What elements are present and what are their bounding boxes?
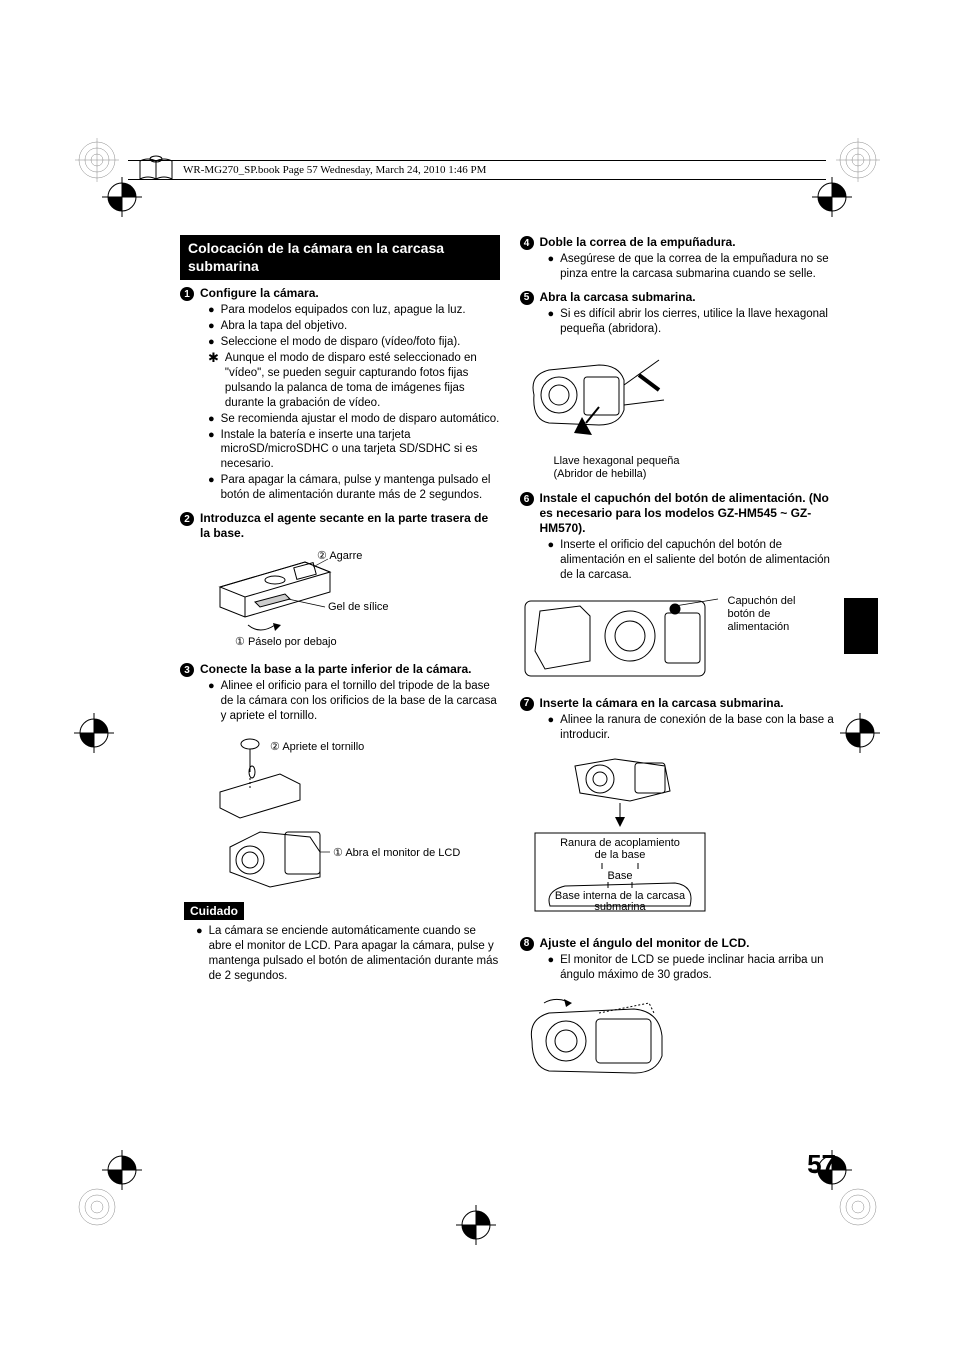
bullet-text: Abra la tapa del objetivo. [221, 319, 348, 334]
step-number-icon: 7 [520, 697, 534, 711]
figure-2: ② Agarre Gel de sílice ① Páselo por deba… [200, 547, 500, 652]
registration-mark [74, 713, 114, 753]
step-title: Configure la cámara. [200, 286, 319, 301]
side-tab [844, 598, 878, 654]
step-title: Conecte la base a la parte inferior de l… [200, 662, 471, 677]
page-header: WR-MG270_SP.book Page 57 Wednesday, Marc… [128, 160, 826, 180]
step-4: 4 Doble la correa de la empuñadura. [520, 235, 840, 250]
step-title: Introduzca el agente secante en la parte… [200, 511, 500, 541]
step-title: Inserte la cámara en la carcasa submarin… [540, 696, 784, 711]
bullet-text: Para apagar la cámara, pulse y mantenga … [221, 473, 500, 503]
book-icon [138, 155, 174, 185]
bullet-text: Aunque el modo de disparo esté seleccion… [225, 351, 500, 411]
bullet-text: Alinee el orificio para el tornillo del … [221, 679, 500, 724]
caution-label: Cuidado [184, 902, 244, 920]
step-title: Ajuste el ángulo del monitor de LCD. [540, 936, 750, 951]
step-number-icon: 3 [180, 663, 194, 677]
step-number-icon: 6 [520, 492, 534, 506]
bullet-text: Se recomienda ajustar el modo de disparo… [221, 412, 500, 427]
page-content: Colocación de la cámara en la carcasa su… [180, 235, 839, 1170]
figure-8 [524, 991, 840, 1081]
page-number: 57 [807, 1149, 836, 1180]
step-title: Instale el capuchón del botón de aliment… [540, 491, 840, 536]
bullet-text: Inserte el orificio del capuchón del bot… [560, 538, 839, 583]
registration-mark [102, 1150, 142, 1190]
svg-text:Ranura de acoplamiento: Ranura de acoplamiento [560, 837, 680, 849]
step-number-icon: 2 [180, 512, 194, 526]
step-3: 3 Conecte la base a la parte inferior de… [180, 662, 500, 677]
step-6: 6 Instale el capuchón del botón de alime… [520, 491, 840, 536]
caution-box: Cuidado ● La cámara se enciende automáti… [180, 902, 500, 984]
step-title: Doble la correa de la empuñadura. [540, 235, 736, 250]
column-left: Colocación de la cámara en la carcasa su… [180, 235, 500, 1170]
step-number-icon: 1 [180, 287, 194, 301]
step-number-icon: 5 [520, 291, 534, 305]
svg-text:Gel de sílice: Gel de sílice [328, 601, 389, 613]
svg-text:② Agarre: ② Agarre [317, 550, 362, 562]
figure-6: Capuchón del botón de alimentación [520, 591, 840, 686]
figure-5: Llave hexagonal pequeña (Abridor de hebi… [524, 345, 840, 481]
step-1-bullets: ●Para modelos equipados con luz, apague … [208, 303, 500, 503]
registration-mark [840, 713, 880, 753]
bullet-text: Si es difícil abrir los cierres, utilice… [560, 307, 839, 337]
registration-mark [102, 177, 142, 217]
caution-text: ● La cámara se enciende automáticamente … [196, 924, 500, 984]
step-2: 2 Introduzca el agente secante en la par… [180, 511, 500, 541]
figure-7: Ranura de acoplamiento de la base Base B… [520, 751, 840, 926]
step-number-icon: 8 [520, 937, 534, 951]
step-5: 5 Abra la carcasa submarina. [520, 290, 840, 305]
registration-mark [836, 1185, 881, 1230]
step-1: 1 Configure la cámara. [180, 286, 500, 301]
svg-text:② Apriete el tornillo: ② Apriete el tornillo [270, 741, 364, 753]
svg-text:submarina: submarina [594, 901, 646, 913]
bullet-text: Instale la batería e inserte una tarjeta… [221, 428, 500, 473]
step-3-bullets: ●Alinee el orificio para el tornillo del… [208, 679, 500, 724]
step-number-icon: 4 [520, 236, 534, 250]
section-title: Colocación de la cámara en la carcasa su… [180, 235, 500, 280]
header-text: WR-MG270_SP.book Page 57 Wednesday, Marc… [183, 164, 486, 176]
bullet-text: Alinee la ranura de conexión de la base … [560, 713, 839, 743]
registration-mark [75, 1185, 120, 1230]
svg-text:de la base: de la base [594, 849, 645, 861]
bullet-text: Asegúrese de que la correa de la empuñad… [560, 252, 839, 282]
column-right: 4 Doble la correa de la empuñadura. ●Ase… [520, 235, 840, 1170]
figure-3: ② Apriete el tornillo ① Abra el monitor … [200, 732, 500, 892]
bullet-text: El monitor de LCD se puede inclinar haci… [560, 953, 839, 983]
step-8: 8 Ajuste el ángulo del monitor de LCD. [520, 936, 840, 951]
step-7: 7 Inserte la cámara en la carcasa submar… [520, 696, 840, 711]
bullet-text: Para modelos equipados con luz, apague l… [221, 303, 466, 318]
svg-text:① Abra el monitor de LCD: ① Abra el monitor de LCD [333, 847, 460, 859]
svg-text:Base: Base [607, 870, 632, 882]
fig5-caption: Llave hexagonal pequeña (Abridor de hebi… [554, 455, 840, 481]
registration-mark [456, 1205, 496, 1245]
step-title: Abra la carcasa submarina. [540, 290, 696, 305]
fig6-caption: Capuchón del botón de alimentación [728, 595, 796, 686]
svg-text:① Páselo por debajo: ① Páselo por debajo [235, 636, 337, 648]
bullet-text: Seleccione el modo de disparo (vídeo/fot… [221, 335, 461, 350]
registration-mark [812, 177, 852, 217]
